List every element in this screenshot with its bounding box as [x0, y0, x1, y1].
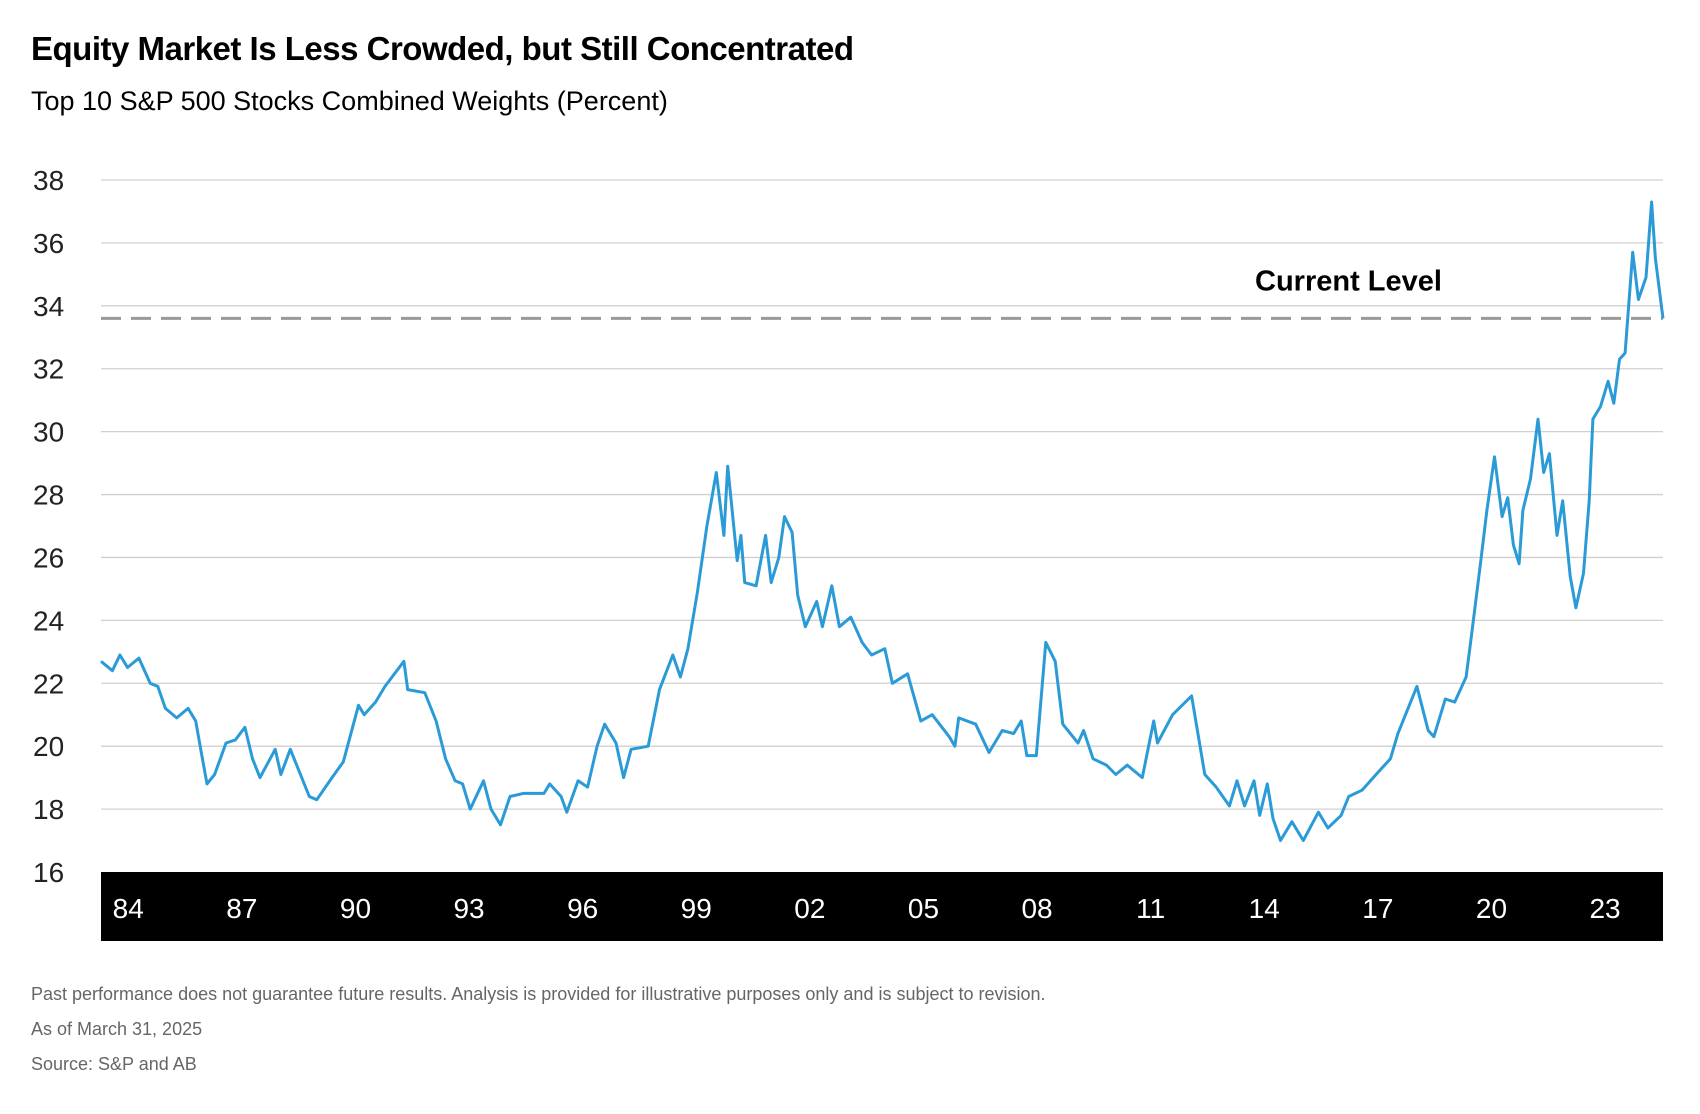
y-tick-label: 32	[33, 354, 64, 385]
y-tick-label: 28	[33, 480, 64, 511]
y-tick-label: 20	[33, 731, 64, 762]
chart-title: Equity Market Is Less Crowded, but Still…	[31, 30, 854, 67]
x-tick-label: 11	[1136, 893, 1165, 924]
x-tick-label: 90	[340, 893, 371, 924]
y-tick-label: 24	[33, 605, 64, 636]
x-tick-label: 84	[113, 893, 144, 924]
x-tick-label: 96	[567, 893, 598, 924]
x-tick-label: 14	[1249, 893, 1280, 924]
y-tick-label: 22	[33, 668, 64, 699]
y-tick-label: 30	[33, 417, 64, 448]
x-tick-label: 05	[908, 893, 939, 924]
x-tick-label: 23	[1589, 893, 1620, 924]
chart-subtitle: Top 10 S&P 500 Stocks Combined Weights (…	[31, 86, 668, 116]
x-tick-label: 17	[1362, 893, 1393, 924]
y-tick-label: 38	[33, 165, 64, 196]
disclaimer-note: Past performance does not guarantee futu…	[31, 984, 1046, 1004]
series-line	[100, 200, 1665, 842]
x-axis-band	[101, 872, 1663, 941]
y-tick-label: 36	[33, 228, 64, 259]
y-tick-label: 34	[33, 291, 64, 322]
x-tick-label: 02	[794, 893, 825, 924]
x-tick-label: 20	[1476, 893, 1507, 924]
current-level-label: Current Level	[1255, 265, 1442, 297]
x-tick-label: 87	[226, 893, 257, 924]
as-of-date: As of March 31, 2025	[31, 1019, 203, 1039]
x-tick-label: 08	[1021, 893, 1052, 924]
y-tick-label: 16	[33, 857, 64, 888]
y-tick-label: 18	[33, 794, 64, 825]
x-tick-label: 99	[681, 893, 712, 924]
y-tick-label: 26	[33, 542, 64, 573]
source-note: Source: S&P and AB	[31, 1054, 197, 1074]
x-tick-label: 93	[453, 893, 484, 924]
